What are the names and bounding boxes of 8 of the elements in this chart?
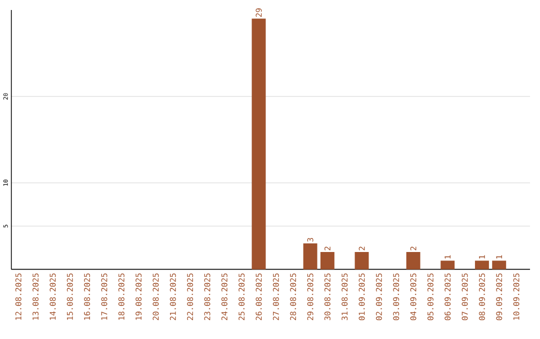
bar (492, 260, 506, 270)
bar (474, 260, 489, 270)
bar (252, 18, 266, 270)
bar (320, 252, 334, 270)
bar (440, 260, 455, 270)
bar (354, 252, 369, 270)
bar (303, 243, 318, 270)
bar (406, 252, 420, 270)
